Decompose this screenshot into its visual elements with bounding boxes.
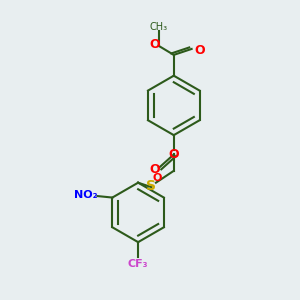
Text: CH₃: CH₃	[150, 22, 168, 32]
Text: O: O	[149, 163, 160, 176]
Text: O: O	[153, 173, 162, 183]
Text: O: O	[149, 38, 160, 51]
Text: O: O	[195, 44, 205, 57]
Text: CF₃: CF₃	[128, 260, 148, 269]
Text: S: S	[146, 179, 157, 193]
Text: NO₂: NO₂	[74, 190, 98, 200]
Text: O: O	[169, 148, 179, 161]
